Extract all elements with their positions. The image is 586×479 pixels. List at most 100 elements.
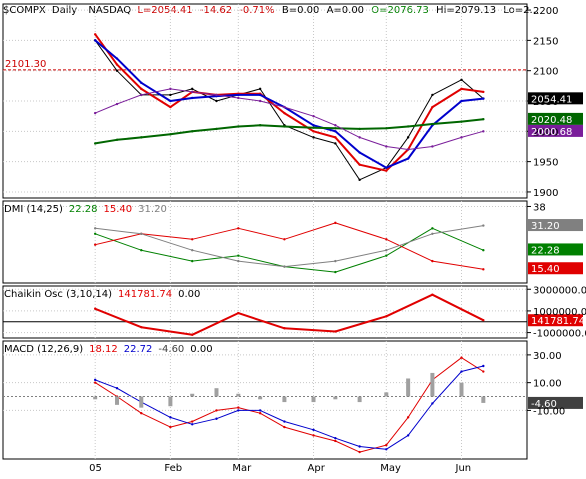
- y-tick-label: 38: [533, 202, 546, 213]
- data-point: [334, 436, 337, 440]
- data-point: [169, 105, 172, 109]
- data-point: [93, 142, 97, 145]
- data-point: [482, 268, 485, 271]
- data-point: [482, 224, 485, 227]
- data-point: [283, 327, 286, 330]
- data-point: [258, 87, 262, 91]
- data-point: [334, 259, 337, 263]
- panel-title-value: 141781.74: [118, 289, 172, 300]
- axis-value-tag-label: 15.40: [531, 264, 560, 275]
- data-point: [169, 99, 172, 103]
- y-tick-label: 2100: [533, 67, 558, 78]
- data-point: [215, 417, 218, 420]
- plot-layer: [3, 4, 583, 459]
- axis-value-tag-label: 31.20: [531, 221, 560, 232]
- data-point: [482, 370, 485, 373]
- x-tick-label: May: [380, 463, 401, 474]
- y-tick-label: 2200: [533, 6, 558, 17]
- macd-histogram-bar: [214, 388, 219, 397]
- data-point: [334, 130, 337, 133]
- axis-value-tag: [528, 92, 583, 105]
- panel-frame-dmi: [2, 200, 528, 284]
- data-point: [406, 125, 410, 128]
- data-point: [385, 127, 388, 130]
- panel-title-value: 15.40: [104, 204, 133, 215]
- macd-histogram-bar: [406, 378, 411, 397]
- data-point: [237, 227, 240, 230]
- data-point: [358, 127, 361, 131]
- data-point: [140, 87, 143, 91]
- panel-title-dmi: DMI (14,25) 22.28 15.40 31.20: [4, 204, 167, 215]
- axis-value-tag-label: 22.28: [531, 245, 560, 256]
- data-point: [431, 122, 434, 126]
- data-point: [93, 232, 97, 235]
- axis-value-tag-label: 2000.68: [531, 127, 572, 138]
- macd-histogram-bar: [384, 392, 389, 397]
- data-point: [406, 157, 410, 160]
- panel-frame-chaikin: [2, 285, 528, 339]
- data-point: [334, 127, 337, 130]
- data-point: [215, 99, 218, 103]
- data-point: [431, 402, 434, 405]
- data-point: [93, 243, 97, 246]
- data-point: [460, 78, 463, 81]
- axis-value-tag: [528, 262, 583, 275]
- data-point: [431, 227, 434, 230]
- data-point: [482, 249, 485, 252]
- data-point: [237, 406, 240, 409]
- data-point: [385, 448, 388, 451]
- x-tick-label: Apr: [308, 463, 326, 474]
- data-point: [115, 63, 119, 66]
- y-tick-label: 10.00: [533, 379, 562, 390]
- y-tick-label: 2000: [533, 127, 558, 138]
- macd-histogram-bar: [282, 396, 287, 403]
- data-point: [283, 425, 286, 429]
- data-point: [115, 102, 119, 106]
- data-point: [460, 99, 463, 103]
- data-point: [258, 409, 262, 412]
- data-point: [258, 411, 262, 415]
- reference-line-label: 2101.30: [5, 59, 46, 70]
- data-point: [431, 232, 434, 235]
- panel-title-value: -4.60: [158, 344, 184, 355]
- y-tick-label: 2150: [533, 36, 558, 47]
- data-point: [140, 93, 143, 97]
- data-point: [191, 96, 194, 100]
- data-point: [406, 434, 410, 437]
- data-point: [93, 378, 97, 382]
- data-point: [431, 93, 434, 97]
- data-point: [460, 120, 463, 123]
- data-point: [482, 130, 485, 133]
- data-point: [482, 364, 485, 368]
- data-point: [431, 105, 434, 109]
- data-point: [334, 439, 337, 443]
- data-point: [191, 333, 194, 336]
- data-point: [169, 93, 172, 97]
- data-point: [93, 111, 97, 115]
- data-point: [115, 57, 119, 60]
- data-point: [258, 124, 262, 127]
- data-point: [312, 124, 315, 127]
- header-open: O=2076.73: [371, 5, 429, 16]
- panel-title-text: MACD (12,26,9): [4, 344, 83, 355]
- y-tick-label: 1950: [533, 158, 558, 169]
- axis-value-tag-label: -4.60: [531, 399, 557, 410]
- axis-value-tag: [528, 112, 583, 125]
- data-point: [258, 99, 262, 103]
- macd-histogram-bar: [459, 382, 464, 397]
- header-low: Lo=2...: [503, 5, 539, 16]
- data-point: [191, 423, 194, 426]
- macd-histogram-bar: [93, 396, 98, 400]
- axis-value-tag: [528, 219, 583, 232]
- axis-value-tag: [528, 314, 583, 327]
- data-point: [93, 39, 97, 42]
- data-point: [283, 125, 286, 128]
- panel-title-text: Chaikin Osc (3,10,14): [4, 289, 112, 300]
- data-point: [169, 133, 172, 136]
- data-point: [431, 145, 434, 148]
- axis-value-tag: [528, 243, 583, 256]
- data-point: [334, 142, 337, 145]
- data-point: [334, 124, 337, 127]
- data-point: [93, 307, 97, 310]
